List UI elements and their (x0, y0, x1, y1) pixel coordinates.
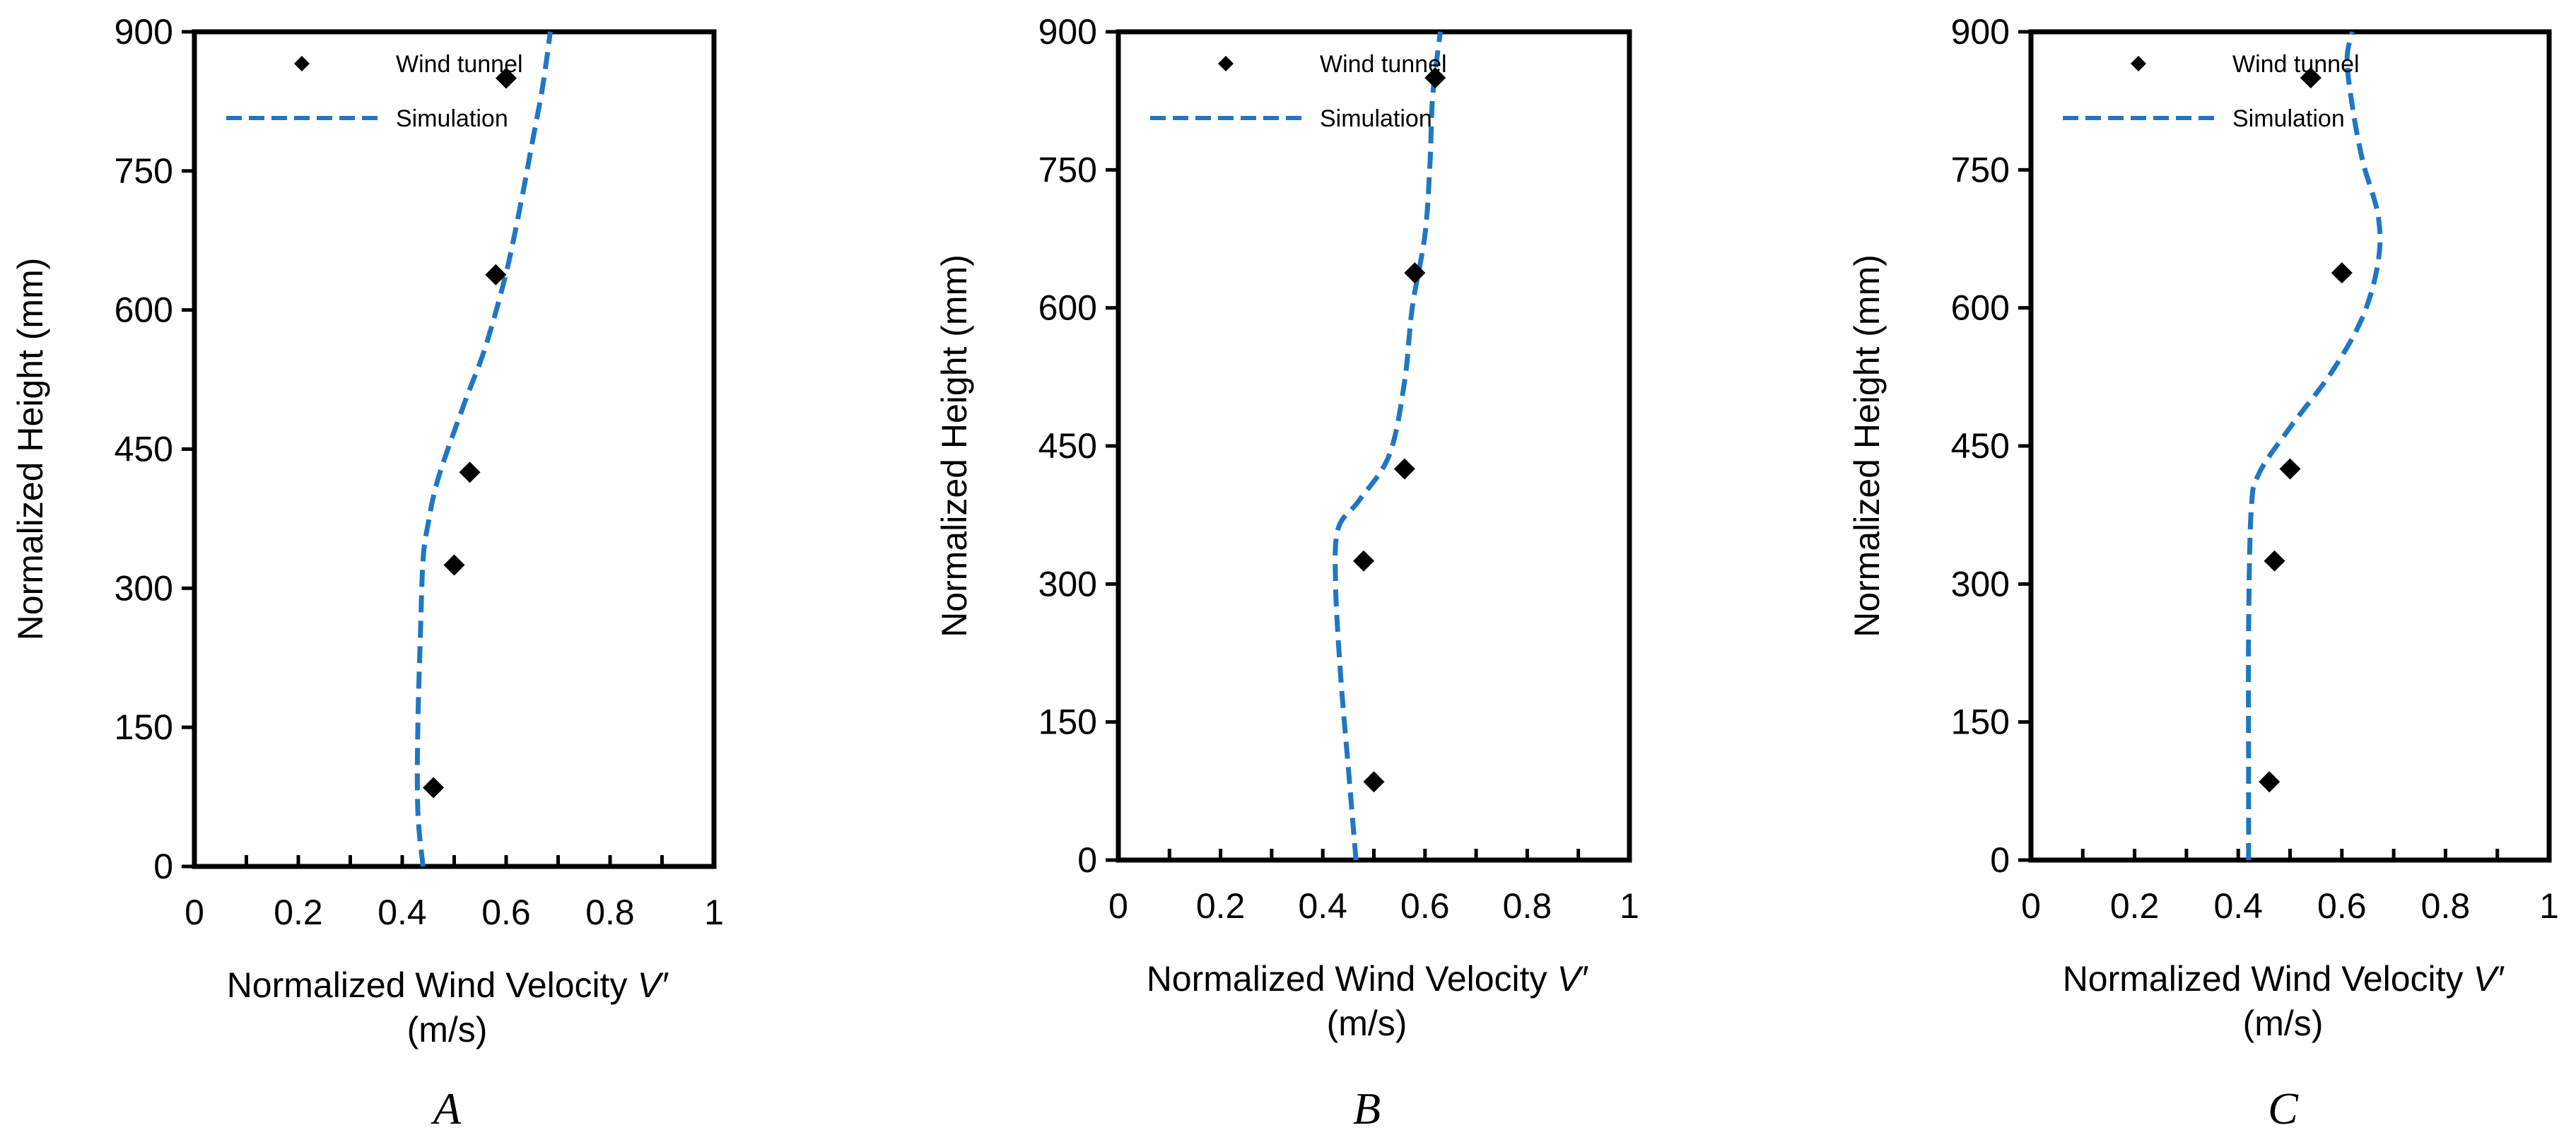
wind-tunnel-point (2279, 458, 2301, 480)
x-axis-title-symbol: V′ (2473, 959, 2505, 999)
x-axis-unit: (m/s) (2243, 1004, 2324, 1043)
y-tick-label: 600 (1038, 288, 1097, 328)
plot-frame (2028, 29, 2552, 863)
plot-frame (1116, 29, 1632, 863)
y-tick-label: 750 (1038, 150, 1097, 189)
x-tick-label: 0.2 (1196, 886, 1246, 926)
x-axis-title: Normalized Wind Velocity V′ (1147, 959, 1588, 999)
y-tick-label: 600 (1951, 288, 2010, 328)
x-tick-label: 0.2 (274, 893, 323, 932)
chart-panel-a: 0 150 300 450 600 750 900 0 0.2 0.4 0.6 0.8 1 Normali… (11, 12, 724, 1134)
x-tick-label: 1 (1620, 886, 1639, 926)
x-axis-title-symbol: V′ (638, 965, 669, 1005)
legend-label-wind-tunnel: Wind tunnel (1320, 51, 1447, 78)
y-tick-label: 600 (115, 290, 173, 330)
x-tick-label: 0.6 (481, 893, 531, 932)
plot-frame (192, 29, 717, 869)
x-tick-label: 0.6 (2317, 886, 2367, 926)
x-tick-label: 0.2 (2110, 886, 2160, 926)
y-tick-label: 750 (1951, 150, 2010, 189)
y-axis-title: Normalized Height (mm) (1847, 254, 1887, 637)
panel-label: A (431, 1083, 462, 1134)
simulation-line (2246, 31, 2383, 860)
wind-tunnel-point (2264, 550, 2285, 572)
legend-label-wind-tunnel: Wind tunnel (396, 51, 523, 78)
wind-tunnel-point (1353, 550, 1375, 572)
x-axis-title-text: Normalized Wind Velocity (1147, 959, 1547, 999)
x-tick-label: 0 (2021, 886, 2041, 926)
x-tick-label: 0.8 (1503, 886, 1552, 926)
y-tick-label: 900 (115, 12, 173, 52)
legend-label-simulation: Simulation (396, 105, 508, 132)
y-tick-label: 450 (1038, 426, 1097, 466)
y-tick-label: 300 (1038, 564, 1097, 604)
wind-tunnel-point (1393, 458, 1415, 480)
panel-label: B (1353, 1083, 1381, 1134)
wind-tunnel-point (496, 67, 517, 89)
x-tick-label: 0.4 (2213, 886, 2263, 926)
x-tick-label: 0.4 (1298, 886, 1347, 926)
y-tick-label: 0 (153, 847, 173, 886)
y-tick-label: 150 (1038, 702, 1097, 742)
y-tick-label: 300 (1951, 564, 2010, 604)
y-axis-title: Normalized Height (mm) (935, 254, 974, 637)
x-axis-title-symbol: V′ (1557, 959, 1588, 999)
x-tick-label: 1 (704, 893, 724, 932)
wind-tunnel-point (2259, 771, 2281, 793)
x-axis-unit: (m/s) (407, 1010, 488, 1049)
x-tick-label: 0 (185, 893, 204, 932)
legend-label-simulation: Simulation (1320, 105, 1432, 132)
legend-label-simulation: Simulation (2232, 105, 2345, 132)
y-tick-label: 150 (1951, 702, 2010, 742)
x-axis-title: Normalized Wind Velocity V′ (227, 965, 669, 1005)
y-tick-label: 900 (1038, 12, 1097, 52)
x-tick-label: 0 (1108, 886, 1128, 926)
wind-tunnel-point (485, 264, 507, 286)
chart-panel-c: 0 150 300 450 600 750 900 0 0.2 0.4 0.6 0.8 1 Normali… (1847, 12, 2559, 1134)
panel-label: C (2268, 1083, 2299, 1134)
wind-tunnel-point (2331, 262, 2353, 284)
wind-tunnel-point (423, 777, 445, 799)
legend-marker-wind-tunnel (2131, 56, 2146, 71)
legend: Wind tunnel Simulation (2063, 51, 2360, 132)
x-tick-label: 0.8 (2421, 886, 2471, 926)
wind-tunnel-point (1424, 67, 1446, 89)
legend-marker-wind-tunnel (294, 56, 310, 71)
y-tick-label: 150 (115, 707, 173, 747)
x-tick-label: 0.4 (377, 893, 427, 932)
y-tick-label: 450 (115, 430, 173, 469)
legend-marker-wind-tunnel (1218, 56, 1234, 71)
x-tick-label: 0.6 (1400, 886, 1450, 926)
x-tick-label: 1 (2539, 886, 2559, 926)
simulation-line (414, 31, 553, 867)
y-tick-label: 0 (1990, 840, 2010, 880)
y-tick-label: 0 (1077, 840, 1097, 880)
x-tick-label: 0.8 (585, 893, 635, 932)
chart-panel-b: 0 150 300 450 600 750 900 0 0.2 0.4 0.6 0.8 1 Normali… (935, 12, 1639, 1134)
y-tick-label: 300 (115, 568, 173, 608)
y-axis-title: Normalized Height (mm) (11, 258, 50, 641)
legend: Wind tunnel Simulation (1150, 51, 1447, 132)
simulation-line (1333, 31, 1443, 861)
wind-tunnel-point (1404, 262, 1426, 284)
x-axis-title-text: Normalized Wind Velocity (227, 965, 628, 1005)
wind-tunnel-point (1363, 771, 1385, 793)
x-axis-title: Normalized Wind Velocity V′ (2063, 959, 2505, 999)
legend-label-wind-tunnel: Wind tunnel (2232, 51, 2360, 78)
wind-tunnel-point (2300, 67, 2322, 89)
legend: Wind tunnel Simulation (226, 51, 523, 132)
wind-tunnel-point (459, 461, 481, 483)
x-axis-title-text: Normalized Wind Velocity (2063, 959, 2464, 999)
y-tick-label: 900 (1951, 12, 2010, 52)
y-tick-label: 750 (115, 151, 173, 191)
y-tick-label: 450 (1951, 426, 2010, 466)
wind-tunnel-point (443, 554, 465, 576)
x-axis-unit: (m/s) (1327, 1004, 1407, 1043)
